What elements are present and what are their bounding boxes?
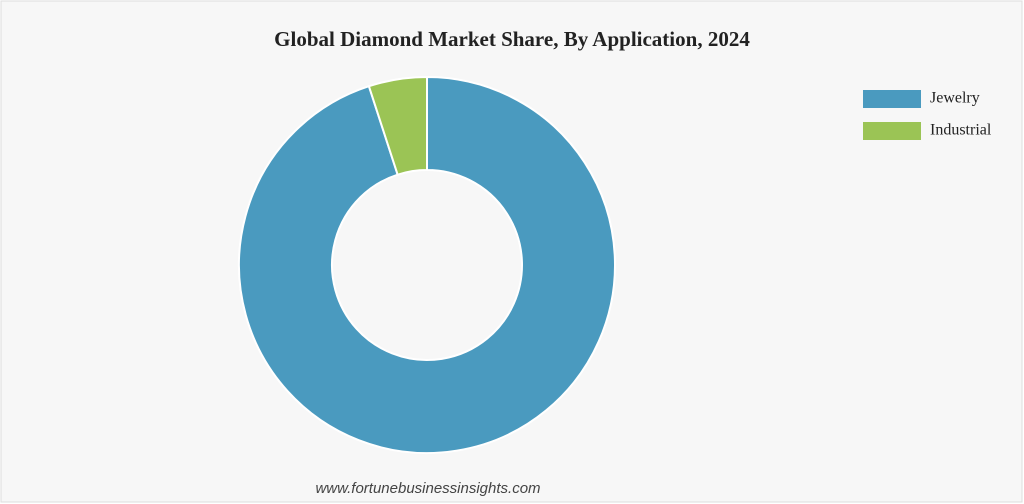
legend-label: Industrial xyxy=(930,122,992,139)
legend-swatch xyxy=(863,90,921,108)
chart-title: Global Diamond Market Share, By Applicat… xyxy=(274,27,750,51)
source: www.fortunebusinessinsights.com xyxy=(315,480,540,497)
legend-label: Jewelry xyxy=(930,90,980,107)
legend-swatch xyxy=(863,122,921,140)
donut-slice xyxy=(367,75,428,176)
donut-slice xyxy=(238,75,616,454)
